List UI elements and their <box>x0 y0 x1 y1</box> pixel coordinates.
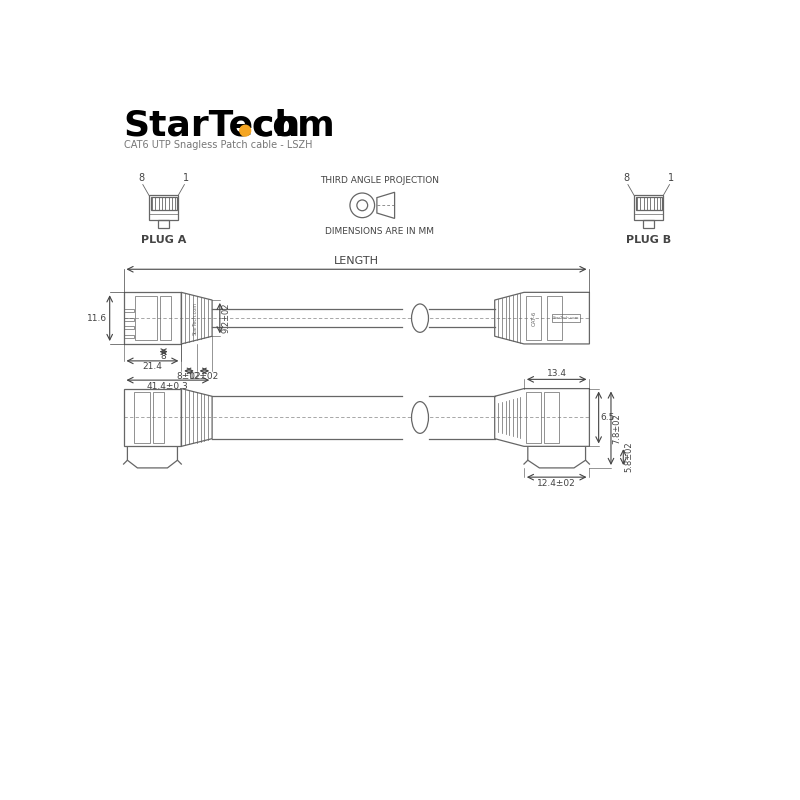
Bar <box>123 292 182 344</box>
Text: LENGTH: LENGTH <box>334 256 379 266</box>
Text: 8: 8 <box>138 173 144 183</box>
Bar <box>135 296 157 340</box>
Bar <box>636 197 662 210</box>
Bar <box>124 326 134 330</box>
Text: 13.4: 13.4 <box>546 369 566 378</box>
Text: 41.4±0.3: 41.4±0.3 <box>147 382 189 390</box>
Bar <box>544 393 559 442</box>
Bar <box>526 393 541 442</box>
Bar <box>124 310 134 312</box>
Ellipse shape <box>411 304 429 332</box>
Text: 21.4: 21.4 <box>142 362 162 371</box>
Bar <box>160 296 171 340</box>
Text: 12.4±02: 12.4±02 <box>538 478 576 488</box>
Bar <box>547 296 562 340</box>
Text: CAT6 UTP Snagless Patch cable - LSZH: CAT6 UTP Snagless Patch cable - LSZH <box>123 139 312 150</box>
Text: com: com <box>251 108 335 142</box>
Text: 1: 1 <box>668 173 674 183</box>
Text: 1: 1 <box>183 173 189 183</box>
Text: 6.5: 6.5 <box>600 413 614 422</box>
Bar <box>526 296 541 340</box>
Text: 8: 8 <box>161 353 166 362</box>
Text: StarTech.com: StarTech.com <box>553 316 579 320</box>
Bar <box>150 197 177 210</box>
Ellipse shape <box>411 402 429 434</box>
Bar <box>153 393 164 442</box>
Bar <box>643 220 654 228</box>
Text: StarTech.com: StarTech.com <box>193 302 198 334</box>
Text: 12±02: 12±02 <box>190 373 219 382</box>
Text: PLUG A: PLUG A <box>141 235 186 246</box>
Bar <box>124 318 134 321</box>
Text: 5.8±02: 5.8±02 <box>625 442 634 473</box>
Text: CAT-6: CAT-6 <box>532 310 538 326</box>
Text: 11.6: 11.6 <box>87 314 107 322</box>
Text: StarTech: StarTech <box>123 108 301 142</box>
Text: THIRD ANGLE PROJECTION: THIRD ANGLE PROJECTION <box>320 176 438 186</box>
Text: 8±02: 8±02 <box>177 373 202 382</box>
Text: DIMENSIONS ARE IN MM: DIMENSIONS ARE IN MM <box>325 227 434 236</box>
Bar <box>124 334 134 338</box>
Bar <box>158 220 169 228</box>
Bar <box>634 195 663 220</box>
Bar <box>123 389 182 446</box>
Text: PLUG B: PLUG B <box>626 235 671 246</box>
Text: 8: 8 <box>623 173 630 183</box>
Bar <box>149 195 178 220</box>
Text: 7.8±02: 7.8±02 <box>613 413 622 444</box>
Circle shape <box>240 126 250 136</box>
Text: 9.2±02: 9.2±02 <box>222 303 230 334</box>
Bar <box>134 393 150 442</box>
